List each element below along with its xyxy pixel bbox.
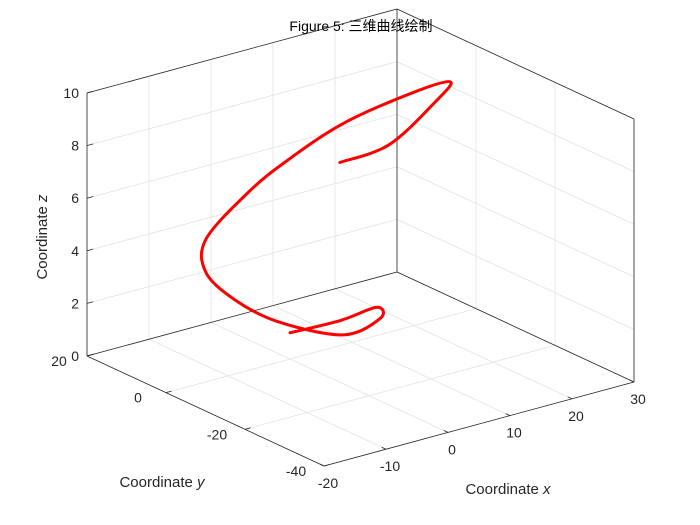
y-tick-label: -20 — [207, 426, 227, 442]
grid-line — [86, 166, 398, 252]
series-line-0 — [199, 80, 453, 337]
z-tick-mark — [86, 90, 94, 94]
x-tick-label: -10 — [380, 458, 400, 474]
grid-line — [148, 338, 387, 450]
x-axis-label: Coordinate x — [465, 481, 551, 498]
z-tick-label: 8 — [71, 138, 79, 154]
y-tick-mark — [165, 390, 172, 394]
z-tick-label: 6 — [71, 190, 79, 206]
z-axis-label: Coordinate z — [34, 194, 51, 280]
z-tick-mark — [86, 248, 94, 252]
grid-line — [86, 113, 398, 199]
grid-line — [396, 113, 635, 225]
x-tick-label: -20 — [318, 475, 338, 491]
chart-title: Figure 5: 三维曲线绘制 — [289, 18, 432, 34]
box-edge — [396, 271, 635, 383]
x-tick-label: 0 — [448, 441, 456, 457]
y-tick-label: 0 — [134, 390, 142, 406]
y-axis-label: Coordinate y — [119, 474, 206, 491]
x-tick-mark — [381, 446, 387, 450]
x-tick-mark — [505, 413, 511, 416]
grid-line — [334, 288, 573, 400]
x-tick-label: 30 — [630, 391, 646, 407]
x-tick-label: 10 — [506, 425, 522, 441]
box-edge — [86, 271, 398, 357]
x-tick-label: 20 — [568, 408, 584, 424]
x-tick-mark — [319, 463, 325, 467]
y-tick-label: 20 — [51, 353, 67, 369]
y-tick-mark — [323, 464, 330, 467]
z-tick-label: 4 — [71, 243, 79, 259]
x-tick-mark — [443, 430, 449, 433]
box-edge — [86, 8, 398, 94]
grid-line — [396, 166, 635, 278]
z-tick-label: 0 — [71, 348, 79, 364]
grid-line — [396, 61, 635, 172]
z-tick-mark — [86, 143, 94, 146]
grid-line — [396, 219, 635, 330]
axes-box — [86, 8, 635, 467]
grid-line — [272, 305, 511, 416]
grid-lines — [86, 8, 635, 467]
x-tick-mark — [567, 396, 573, 400]
box-edge — [323, 381, 635, 467]
box-edge — [396, 8, 635, 120]
x-tick-mark — [629, 379, 635, 383]
grid-line — [86, 219, 398, 304]
box-edge — [86, 355, 325, 467]
z-tick-label: 10 — [63, 85, 79, 101]
grid-line — [86, 61, 398, 146]
grid-line — [210, 322, 449, 433]
z-tick-label: 2 — [71, 295, 79, 311]
grid-line — [165, 308, 477, 394]
z-tick-mark — [86, 196, 94, 199]
y-tick-label: -40 — [286, 463, 306, 479]
y-tick-mark — [244, 427, 251, 430]
data-curve — [199, 80, 453, 337]
z-tick-mark — [86, 301, 94, 304]
grid-line — [244, 344, 556, 430]
z-tick-mark — [86, 353, 94, 357]
